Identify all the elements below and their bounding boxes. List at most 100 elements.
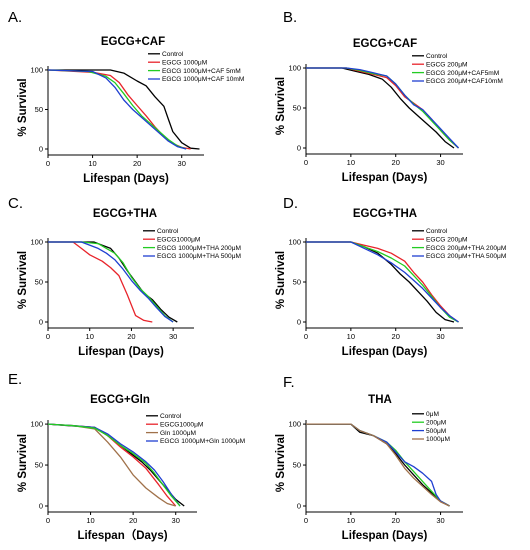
series-line-2 — [306, 241, 459, 323]
y-tick-label: 50 — [35, 461, 43, 470]
series-line-4 — [306, 241, 459, 323]
panel-letter: B. — [283, 9, 297, 26]
series-line-3 — [48, 241, 174, 323]
x-tick-label: 0 — [46, 332, 50, 341]
x-tick-label: 0 — [46, 516, 50, 525]
legend-label-3: EGCG 1000μM+CAF 5mM — [162, 68, 241, 75]
x-tick-label: 10 — [86, 516, 94, 525]
x-tick-label: 20 — [392, 516, 400, 525]
x-tick-label: 30 — [172, 516, 180, 525]
legend-label-4: EGCG 1000μM+THA 500μM — [157, 253, 241, 260]
legend-label-2: EGCG1000μM — [160, 421, 203, 428]
legend-label-3: EGCG 200μM+THA 200μM — [426, 245, 506, 252]
legend-label-3: Gln 1000μM — [160, 430, 196, 437]
series-line-1 — [306, 67, 455, 149]
legend-label-2: EGCG 200μM — [426, 236, 468, 243]
chart-panel-3: C. EGCG+THA 0 50 100 0 10 20 30 Lifespan (Days) % … — [8, 195, 241, 358]
x-axis-label: Lifespan（Days) — [77, 528, 167, 542]
x-tick-label: 20 — [129, 516, 137, 525]
x-tick-label: 0 — [304, 332, 308, 341]
x-axis-label: Lifespan (Days) — [342, 172, 428, 184]
panel-letter: E. — [8, 371, 22, 388]
legend-label-4: EGCG 1000μM+CAF 10mM — [162, 76, 244, 83]
x-tick-label: 20 — [127, 332, 135, 341]
y-tick-label: 100 — [30, 238, 43, 247]
x-tick-label: 10 — [86, 332, 94, 341]
x-tick-label: 30 — [436, 516, 444, 525]
legend-label-4: EGCG 1000μM+Gln 1000μM — [160, 438, 245, 445]
x-tick-label: 30 — [178, 159, 186, 168]
series-line-2 — [48, 241, 153, 323]
x-tick-label: 10 — [347, 158, 355, 167]
legend-label-2: EGCG 200μM — [426, 61, 468, 68]
y-tick-label: 0 — [39, 145, 43, 154]
series-line-4 — [306, 67, 459, 149]
x-tick-label: 0 — [304, 516, 308, 525]
series-line-1 — [306, 423, 450, 507]
legend-label-2: EGCG 1000μM — [162, 59, 207, 66]
legend-label-2: 200μM — [426, 419, 446, 426]
x-tick-label: 20 — [392, 158, 400, 167]
chart-title: THA — [368, 394, 392, 406]
x-tick-label: 0 — [46, 159, 50, 168]
chart-panel-4: D. EGCG+THA 0 50 100 0 10 20 30 Lifespan (Days) % … — [275, 195, 506, 358]
y-axis-label: % Survival — [17, 434, 29, 492]
y-axis-label: % Survival — [17, 251, 29, 309]
chart-panel-5: E. EGCG+Gln 0 50 100 0 10 20 30 Lifespan（Days) % S… — [8, 371, 245, 542]
legend-label-1: Control — [426, 228, 448, 235]
y-tick-label: 100 — [288, 420, 301, 429]
legend-label-3: EGCG 200μM+CAF5mM — [426, 70, 499, 77]
y-tick-label: 50 — [293, 104, 301, 113]
x-tick-label: 20 — [392, 332, 400, 341]
series-line-3 — [47, 69, 187, 150]
series-line-4 — [47, 69, 187, 150]
y-tick-label: 0 — [39, 318, 43, 327]
legend-label-3: 500μM — [426, 428, 446, 435]
x-tick-label: 30 — [169, 332, 177, 341]
x-tick-label: 10 — [347, 332, 355, 341]
x-tick-label: 10 — [347, 516, 355, 525]
chart-panel-6: F. THA 0 50 100 0 10 20 30 Lifespan (Days) % Survi… — [275, 374, 463, 542]
legend-label-4: 1000μM — [426, 436, 450, 443]
y-tick-label: 50 — [293, 278, 301, 287]
y-axis-label: % Survival — [275, 77, 287, 135]
y-tick-label: 0 — [297, 502, 301, 511]
legend-label-1: 0μM — [426, 411, 439, 418]
y-tick-label: 0 — [39, 502, 43, 511]
y-axis-label: % Survival — [17, 78, 29, 136]
y-tick-label: 100 — [288, 238, 301, 247]
chart-title: EGCG+CAF — [353, 38, 417, 50]
x-axis-label: Lifespan (Days) — [83, 173, 169, 185]
y-tick-label: 0 — [297, 318, 301, 327]
chart-panel-2: B. EGCG+CAF 0 50 100 0 10 20 30 Lifespan (Days) % … — [275, 9, 503, 184]
series-line-5 — [47, 423, 181, 507]
y-tick-label: 50 — [35, 105, 43, 114]
legend-label-4: EGCG 200μM+CAF10mM — [426, 78, 503, 85]
chart-title: EGCG+Gln — [90, 394, 150, 406]
y-tick-label: 0 — [297, 144, 301, 153]
x-tick-label: 30 — [436, 158, 444, 167]
legend-label-1: Control — [157, 228, 179, 235]
x-tick-label: 10 — [88, 159, 96, 168]
legend-label-3: EGCG 1000μM+THA 200μM — [157, 245, 241, 252]
legend-label-4: EGCG 200μM+THA 500μM — [426, 253, 506, 260]
y-tick-label: 50 — [35, 278, 43, 287]
series-line-4 — [306, 423, 450, 507]
panel-letter: C. — [8, 195, 23, 212]
series-line-4 — [48, 241, 174, 323]
x-tick-label: 30 — [436, 332, 444, 341]
chart-title: EGCG+THA — [93, 208, 157, 220]
legend-label-1: Control — [160, 413, 182, 420]
legend-label-2: EGCG1000μM — [157, 236, 200, 243]
chart-panel-1: A. EGCG+CAF 0 50 100 0 10 20 30 Lifespan (Days) % … — [8, 9, 244, 185]
y-tick-label: 100 — [288, 64, 301, 73]
series-line-1 — [48, 69, 200, 150]
y-tick-label: 100 — [30, 420, 43, 429]
legend-label-1: Control — [426, 53, 448, 60]
x-axis-label: Lifespan (Days) — [342, 346, 428, 358]
y-tick-label: 50 — [293, 461, 301, 470]
